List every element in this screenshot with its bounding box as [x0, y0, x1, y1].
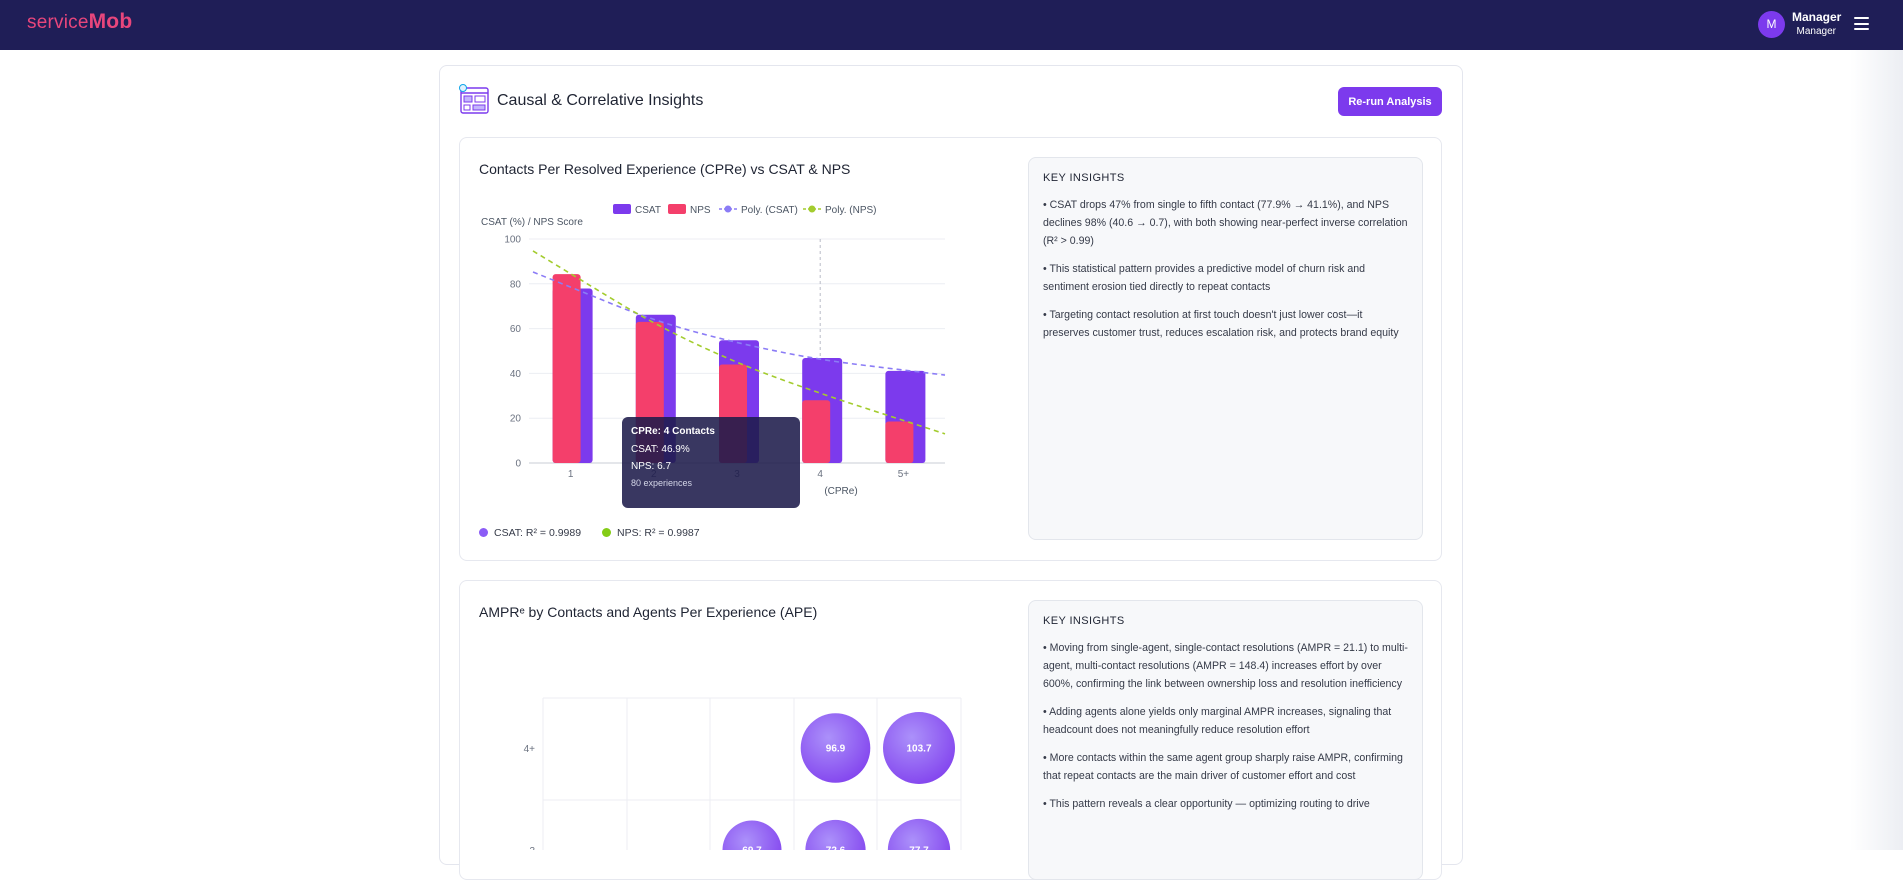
legend-swatch [668, 204, 686, 214]
nps-r2-label: NPS: R² = 0.9987 [602, 527, 700, 539]
ampr-chart-title: AMPRᵉ by Contacts and Agents Per Experie… [479, 604, 818, 620]
y-tick-label: 80 [510, 279, 522, 290]
rerun-analysis-button[interactable]: Re-run Analysis [1338, 87, 1442, 116]
ampr-bubble [887, 818, 951, 850]
legend-label: Poly. (NPS) [825, 205, 877, 216]
ampr-bubble-chart[interactable]: 4+ 3 96.9 103.7 69.7 72.6 77.7 [480, 690, 980, 850]
nps-bar [885, 421, 914, 463]
csat-r2-label: CSAT: R² = 0.9989 [479, 527, 581, 539]
insight-item: • Moving from single-agent, single-conta… [1043, 642, 1408, 690]
tooltip-experiences: 80 experiences [631, 478, 693, 488]
legend-label: Poly. (CSAT) [741, 205, 798, 216]
insight-item: • CSAT drops 47% from single to fifth co… [1043, 199, 1408, 247]
poly-csat-trendline [532, 271, 946, 376]
y-tick-label: 40 [510, 369, 522, 380]
legend-marker [808, 205, 816, 213]
legend-label: CSAT [635, 205, 661, 216]
x-tick-label: 1 [568, 469, 574, 480]
tooltip-nps: NPS: 6.7 [631, 461, 672, 472]
legend-marker [724, 205, 732, 213]
cpre-chart-title: Contacts Per Resolved Experience (CPRe) … [479, 161, 851, 177]
poly-nps-trendline [532, 250, 946, 435]
nps-dot-icon [602, 528, 611, 537]
user-name[interactable]: Manager [1792, 10, 1842, 24]
scroll-shade [1850, 50, 1903, 850]
analytics-dashboard-icon [459, 84, 489, 114]
insight-item: • This pattern reveals a clear opportuni… [1043, 798, 1370, 810]
x-axis-label: (CPRe) [824, 486, 857, 497]
insight-item: • Targeting contact resolution at first … [1043, 309, 1399, 339]
user-role: Manager [1796, 26, 1836, 37]
y-axis-label: CSAT (%) / NPS Score [481, 217, 583, 228]
nps-bar [802, 400, 831, 463]
nps-bar [552, 274, 581, 463]
x-tick-label: 4 [817, 469, 823, 480]
bubble-value-label: 69.7 [742, 846, 762, 851]
ampr-bubble [805, 819, 866, 850]
legend-label: NPS [690, 205, 711, 216]
y-tick-label: 3 [529, 846, 535, 850]
tooltip-title: CPRe: 4 Contacts [631, 426, 715, 437]
key-insights-title: KEY INSIGHTS [1043, 172, 1125, 184]
insight-item: • This statistical pattern provides a pr… [1043, 263, 1366, 293]
chart-tooltip: CPRe: 4 Contacts CSAT: 46.9% NPS: 6.7 80… [622, 417, 800, 508]
ampr-bubble [883, 712, 955, 784]
bubble-value-label: 103.7 [906, 744, 931, 755]
key-insights-title: KEY INSIGHTS [1043, 615, 1125, 627]
legend-swatch [613, 204, 631, 214]
app-logo[interactable]: serviceMob [27, 10, 133, 33]
bubble-value-label: 72.6 [826, 846, 846, 851]
bubble-value-label: 96.9 [826, 744, 846, 755]
tooltip-csat: CSAT: 46.9% [631, 444, 690, 455]
insight-item: • Adding agents alone yields only margin… [1043, 706, 1392, 736]
y-tick-label: 20 [510, 414, 522, 425]
insight-item: • More contacts within the same agent gr… [1043, 752, 1403, 782]
y-tick-label: 100 [504, 235, 521, 246]
y-tick-label: 60 [510, 324, 522, 335]
top-nav-bar: serviceMob M Manager Manager [0, 0, 1903, 50]
bubble-value-label: 77.7 [909, 846, 929, 851]
x-tick-label: 5+ [898, 469, 910, 480]
y-tick-label: 4+ [524, 744, 536, 755]
ampr-bubble [800, 713, 871, 783]
ampr-key-insights: KEY INSIGHTS • Moving from single-agent,… [1028, 600, 1423, 880]
hamburger-menu-icon[interactable] [1854, 17, 1869, 30]
cpre-key-insights: KEY INSIGHTS • CSAT drops 47% from singl… [1028, 157, 1423, 540]
user-avatar[interactable]: M [1758, 11, 1785, 38]
csat-dot-icon [479, 528, 488, 537]
ampr-bubble [722, 820, 782, 850]
y-tick-label: 0 [515, 459, 521, 470]
page-title: Causal & Correlative Insights [497, 92, 704, 109]
